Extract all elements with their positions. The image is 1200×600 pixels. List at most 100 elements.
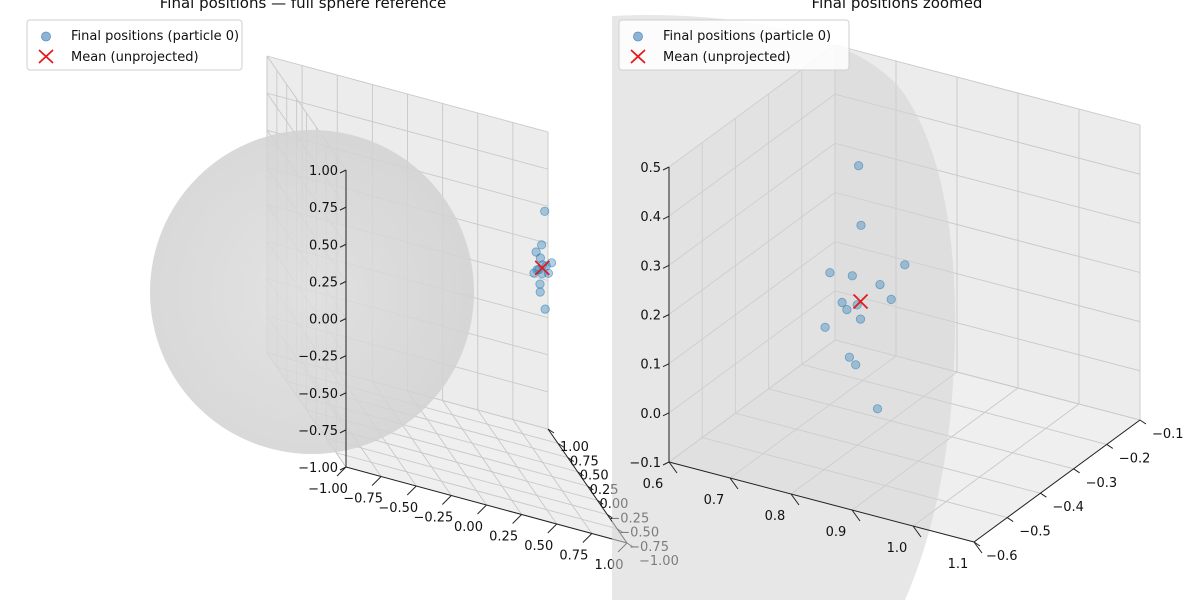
scatter-point bbox=[900, 260, 910, 270]
z-tick-label: 0.2 bbox=[640, 309, 661, 324]
z-tick-label: −0.1 bbox=[629, 456, 661, 471]
legend-box bbox=[26, 19, 243, 71]
scatter-points bbox=[529, 206, 557, 314]
z-tick bbox=[339, 355, 347, 360]
y-tick-label: −0.6 bbox=[986, 549, 1018, 564]
scatter-point bbox=[851, 360, 861, 370]
x-tick-label: 1.0 bbox=[887, 541, 908, 556]
x-tick-label: 0.6 bbox=[643, 477, 664, 492]
x-tick bbox=[729, 477, 739, 490]
x-tick-labels: 0.6 0.7 0.8 0.9 1.0 1.1 bbox=[643, 461, 983, 572]
y-tick-label: 0.75 bbox=[570, 454, 599, 469]
scatter-point bbox=[535, 279, 545, 289]
legend-mean-marker bbox=[630, 49, 646, 64]
y-tick bbox=[973, 541, 981, 547]
y-tick bbox=[557, 442, 565, 448]
y-tick bbox=[1106, 443, 1114, 449]
z-tick bbox=[339, 280, 347, 285]
x-tick-label: −0.25 bbox=[413, 511, 453, 526]
z-tick-label: 0.5 bbox=[640, 161, 661, 176]
y-tick-label: −0.5 bbox=[1019, 525, 1051, 540]
z-tick-labels: −1.00 −0.75 −0.50 −0.25 0.00 0.25 0.50 0.75 1.00 bbox=[298, 164, 347, 476]
z-tick bbox=[339, 206, 347, 211]
z-tick-label: −0.50 bbox=[298, 387, 338, 402]
x-tick-label: 0.7 bbox=[704, 493, 725, 508]
x-tick-label: −0.75 bbox=[343, 492, 383, 507]
z-tick-label: −0.25 bbox=[298, 350, 338, 365]
x-tick bbox=[668, 461, 678, 474]
legend-label-points: Final positions (particle 0) bbox=[663, 29, 831, 44]
z-tick-label: 0.3 bbox=[640, 259, 661, 274]
z-tick-label: 0.50 bbox=[309, 238, 338, 253]
y-tick bbox=[1006, 517, 1014, 523]
grid-line bbox=[477, 409, 558, 525]
scatter-point bbox=[842, 304, 852, 315]
z-tick bbox=[662, 412, 670, 417]
y-tick bbox=[577, 471, 584, 477]
scatter-point bbox=[536, 240, 547, 250]
reference-sphere bbox=[150, 130, 474, 454]
z-tick bbox=[339, 169, 347, 174]
y-tick bbox=[1073, 468, 1080, 474]
reference-sphere-section bbox=[612, 14, 956, 600]
z-tick bbox=[339, 429, 347, 434]
x-tick bbox=[790, 493, 800, 506]
x-tick-label: −0.50 bbox=[378, 501, 418, 516]
grid-line bbox=[266, 92, 549, 170]
y-tick-label: −0.4 bbox=[1052, 500, 1084, 515]
scatter-point bbox=[540, 206, 550, 216]
y-tick-label: 1.00 bbox=[560, 440, 589, 455]
scatter-point bbox=[535, 253, 546, 263]
mean-marker bbox=[534, 260, 550, 276]
grid-line bbox=[512, 419, 593, 534]
scatter-points bbox=[820, 161, 910, 414]
legend: Final positions (particle 0) Mean (unpro… bbox=[26, 19, 243, 71]
z-tick-label: 0.00 bbox=[309, 313, 338, 328]
x-tick bbox=[477, 504, 487, 515]
y-tick bbox=[587, 485, 594, 491]
y-tick bbox=[597, 499, 604, 505]
z-tick-label: 0.1 bbox=[640, 358, 661, 373]
panel-zoomed: −0.1 0.0 0.1 0.2 0.3 0.4 0.5 0.6 0.7 0.8 0.9 1.0 1.… bbox=[612, 0, 1184, 600]
x-tick bbox=[973, 541, 983, 554]
z-tick-label: −1.00 bbox=[298, 461, 338, 476]
x-tick-label: −1.00 bbox=[308, 482, 348, 497]
z-tick-label: 1.00 bbox=[309, 164, 338, 179]
grid-line bbox=[442, 400, 522, 515]
z-tick bbox=[339, 392, 347, 397]
y-tick bbox=[1139, 419, 1147, 425]
scatter-point bbox=[853, 161, 864, 171]
scatter-point bbox=[844, 352, 855, 362]
scatter-point bbox=[825, 268, 835, 278]
mean-cross bbox=[534, 260, 550, 276]
z-tick bbox=[662, 363, 670, 368]
y-tick-label: 0.50 bbox=[580, 469, 609, 484]
x-tick-label: 0.25 bbox=[489, 530, 518, 545]
z-tick-label: 0.75 bbox=[309, 201, 338, 216]
scatter-point bbox=[872, 404, 883, 414]
z-tick bbox=[662, 166, 670, 171]
z-tick bbox=[662, 314, 670, 318]
y-tick bbox=[1040, 492, 1047, 498]
z-tick-label: 0.4 bbox=[640, 210, 661, 225]
x-tick-labels: −1.00−0.75−0.50−0.250.000.250.500.751.00 bbox=[308, 466, 628, 573]
z-tick-label: −0.75 bbox=[298, 424, 338, 439]
z-tick bbox=[339, 318, 347, 322]
x-tick bbox=[336, 466, 347, 477]
chart-title: Final positions zoomed bbox=[812, 0, 983, 12]
z-tick-labels: −0.1 0.0 0.1 0.2 0.3 0.4 0.5 bbox=[629, 161, 670, 471]
y-tick bbox=[567, 457, 575, 462]
panel-full-sphere: −1.00−0.75−0.50−0.250.000.250.500.751.00… bbox=[26, 0, 679, 573]
axis-line bbox=[973, 419, 1141, 543]
y-tick-label: −0.2 bbox=[1119, 451, 1151, 466]
x-tick-label: 0.9 bbox=[826, 525, 847, 540]
scatter-point bbox=[837, 297, 847, 308]
scatter-point bbox=[541, 261, 551, 271]
grid-line bbox=[912, 403, 1080, 527]
scatter-point bbox=[540, 304, 550, 314]
legend: Final positions (particle 0) Mean (unpro… bbox=[618, 19, 850, 71]
x-tick bbox=[442, 495, 452, 505]
legend-point-marker bbox=[633, 31, 643, 42]
z-tick bbox=[339, 243, 347, 248]
